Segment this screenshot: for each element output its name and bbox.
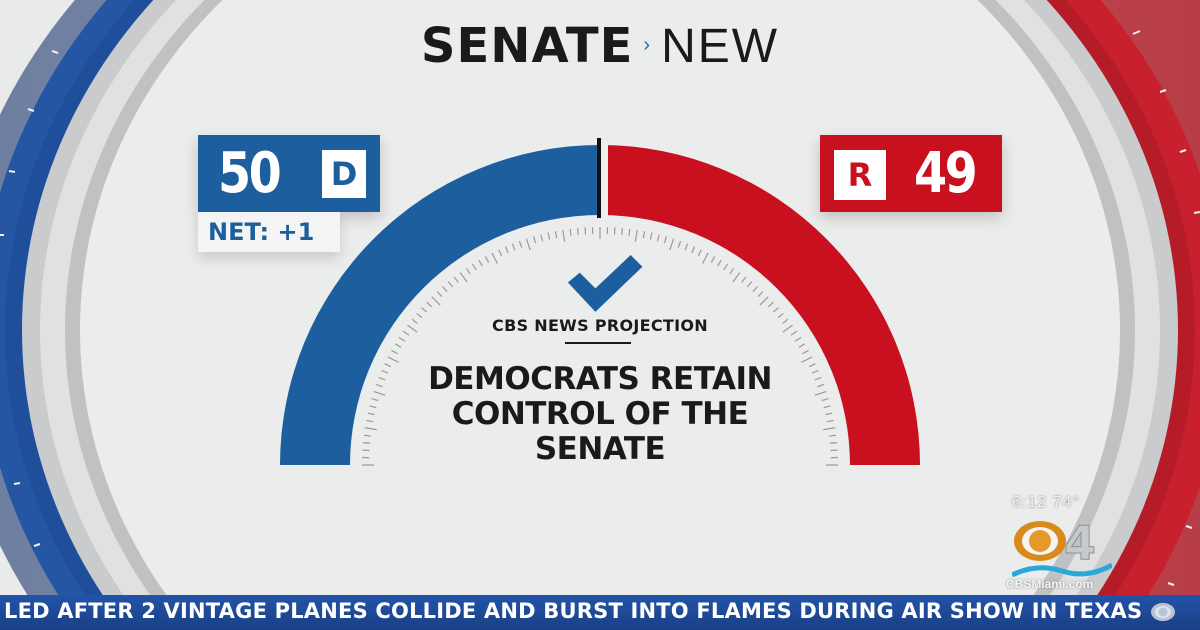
- democrat-seats: 50: [218, 141, 282, 206]
- news-ticker: LED AFTER 2 VINTAGE PLANES COLLIDE AND B…: [0, 595, 1200, 630]
- republican-seats: 49: [914, 141, 978, 206]
- page-title: SENATE › NEW: [0, 18, 1200, 74]
- gauge-ticks: [362, 227, 838, 466]
- projection-headline: DEMOCRATS RETAIN CONTROL OF THE SENATE: [380, 362, 820, 467]
- democrat-seat-box: 50 D: [198, 135, 380, 212]
- logo-number: 4: [1064, 516, 1096, 570]
- republican-seat-box: R 49: [820, 135, 1002, 212]
- majority-marker: [597, 138, 601, 218]
- title-senate: SENATE: [420, 18, 634, 74]
- title-new: NEW: [661, 20, 780, 73]
- headline-line: CONTROL OF THE: [451, 396, 749, 432]
- checkmark-icon: [567, 255, 643, 312]
- republican-arc: [600, 145, 920, 465]
- headline-line: DEMOCRATS RETAIN: [428, 361, 772, 397]
- chevron-right-icon: ›: [643, 33, 652, 56]
- ticker-text: LED AFTER 2 VINTAGE PLANES COLLIDE AND B…: [4, 599, 1143, 623]
- time-temperature: 6:12 74°: [1012, 494, 1080, 511]
- divider: [565, 342, 631, 344]
- headline-line: SENATE: [534, 431, 666, 467]
- cbs-eye-icon: [1151, 603, 1175, 621]
- republican-party-badge: R: [834, 150, 886, 200]
- cbs4-logo: 4: [1012, 516, 1112, 578]
- net-change-box: NET: +1: [198, 212, 340, 252]
- net-change-label: NET: +1: [208, 218, 315, 246]
- projection-source: CBS NEWS PROJECTION: [492, 316, 708, 335]
- democrat-party-badge: D: [322, 150, 366, 198]
- station-url: CBSMiami.com: [1006, 577, 1094, 591]
- democrat-arc: [280, 145, 600, 465]
